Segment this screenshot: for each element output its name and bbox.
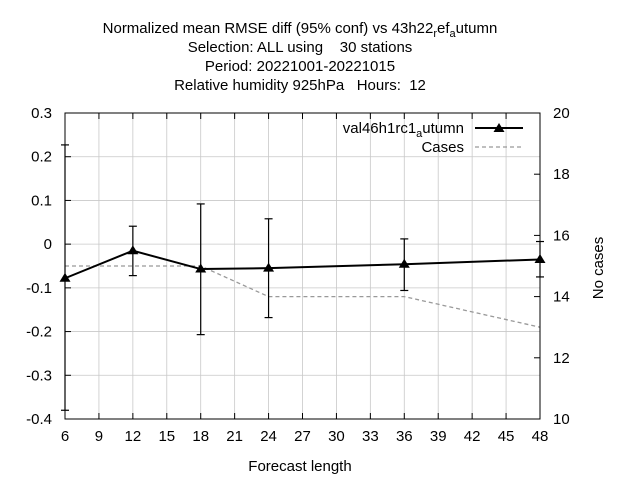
x-tick-label: 30 xyxy=(328,428,345,445)
legend-label-series-1-sub: a xyxy=(416,128,423,140)
y2-tick-label: 18 xyxy=(553,166,570,183)
legend: val46h1rc1autumn Cases xyxy=(343,120,523,156)
title-ref-a: a xyxy=(450,28,457,40)
y2-tick-label: 20 xyxy=(553,105,570,122)
data-point-marker xyxy=(127,245,139,255)
title-ref-ef: ef xyxy=(437,20,450,37)
x-tick-label: 24 xyxy=(260,428,277,445)
y-tick-label: -0.1 xyxy=(26,280,52,297)
x-tick-label: 42 xyxy=(464,428,481,445)
y-axis-ticks: 0.3 0.2 0.1 0 -0.1 -0.2 -0.3 -0.4 xyxy=(26,105,71,428)
plot-frame xyxy=(64,112,541,420)
y-tick-label: -0.3 xyxy=(26,367,52,384)
series-cases-line xyxy=(65,265,541,328)
title-line-1: Normalized mean RMSE diff (95% conf) vs … xyxy=(103,20,498,40)
title-line-1-main: Normalized mean RMSE diff (95% conf) vs … xyxy=(103,20,434,37)
x-tick-label: 33 xyxy=(362,428,379,445)
y2-tick-label: 16 xyxy=(553,227,570,244)
x-tick-label: 9 xyxy=(95,428,103,445)
y-tick-label: 0 xyxy=(44,236,52,253)
y-tick-label: -0.4 xyxy=(26,411,52,428)
y-tick-label: 0.1 xyxy=(31,192,52,209)
title-line-4: Relative humidity 925hPa Hours: 12 xyxy=(174,77,426,94)
legend-marker-series-1 xyxy=(493,123,505,132)
x-tick-label: 6 xyxy=(61,428,69,445)
chart-title: Normalized mean RMSE diff (95% conf) vs … xyxy=(103,20,498,94)
y-tick-label: 0.3 xyxy=(31,105,52,122)
x-tick-label: 27 xyxy=(294,428,311,445)
title-ref-r: r xyxy=(433,28,437,40)
title-ref-utumn: utumn xyxy=(456,20,498,37)
data-point-marker xyxy=(398,258,410,268)
data-point-marker xyxy=(263,262,275,272)
y2-tick-label: 12 xyxy=(553,350,570,367)
data-point-marker xyxy=(195,263,207,273)
x-tick-label: 21 xyxy=(226,428,243,445)
x-tick-label: 12 xyxy=(125,428,142,445)
legend-label-series-1-main: val46h1rc1 xyxy=(343,120,416,137)
y-tick-label: -0.2 xyxy=(26,324,52,341)
y2-axis-label: No cases xyxy=(590,237,607,300)
y2-tick-label: 10 xyxy=(553,411,570,428)
y-tick-label: 0.2 xyxy=(31,149,52,166)
y2-tick-label: 14 xyxy=(553,289,570,306)
x-axis-label: Forecast length xyxy=(248,458,351,475)
grid xyxy=(65,113,540,419)
series-main-line xyxy=(64,249,541,280)
x-axis-ticks: 6 9 12 15 18 21 24 27 30 33 36 39 42 45 48 xyxy=(61,113,549,445)
title-line-3: Period: 20221001-20221015 xyxy=(205,58,395,75)
x-tick-label: 39 xyxy=(430,428,447,445)
x-tick-label: 36 xyxy=(396,428,413,445)
legend-label-series-2: Cases xyxy=(421,139,464,156)
x-tick-label: 15 xyxy=(158,428,175,445)
legend-label-series-1: val46h1rc1autumn xyxy=(343,120,464,140)
x-tick-label: 18 xyxy=(192,428,209,445)
title-line-2: Selection: ALL using 30 stations xyxy=(188,39,413,56)
legend-label-series-1-suffix: utumn xyxy=(422,120,464,137)
x-tick-label: 48 xyxy=(532,428,549,445)
x-tick-label: 45 xyxy=(498,428,515,445)
